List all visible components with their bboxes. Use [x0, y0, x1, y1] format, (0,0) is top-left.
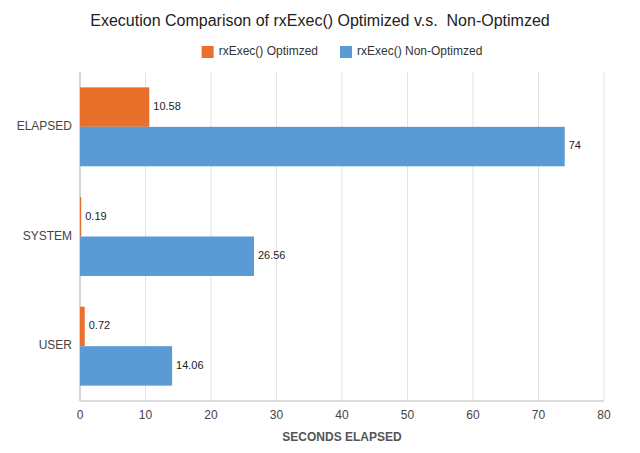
- bar: [80, 237, 254, 276]
- data-label: 26.56: [258, 249, 286, 261]
- data-labels: 10.58 74 0.19 26.56 0.72 14.06: [85, 100, 581, 371]
- data-label: 14.06: [176, 359, 204, 371]
- bar: [80, 307, 85, 346]
- x-axis-line: [80, 401, 604, 402]
- data-label: 0.72: [89, 319, 110, 331]
- x-tick-label: 0: [77, 408, 84, 422]
- grid-line: [604, 72, 605, 401]
- bars: [80, 87, 565, 385]
- x-ticks: 0 10 20 30 40 50 60 70 80: [77, 408, 611, 422]
- legend: rxExec() Optimzed rxExec() Non-Optimzed: [202, 44, 483, 58]
- legend-label: rxExec() Non-Optimzed: [357, 44, 482, 58]
- title: Execution Comparison of rxExec() Optimiz…: [90, 12, 549, 29]
- y-tick-label: USER: [39, 338, 73, 352]
- x-tick-label: 10: [139, 408, 153, 422]
- grid-line: [407, 72, 408, 401]
- data-label: 0.19: [85, 210, 106, 222]
- legend-swatch: [202, 46, 214, 58]
- x-tick-label: 60: [466, 408, 480, 422]
- legend-swatch: [340, 46, 352, 58]
- y-tick-label: ELAPSED: [17, 119, 73, 133]
- grid-line: [473, 72, 474, 401]
- grid-line: [342, 72, 343, 401]
- bar: [80, 127, 565, 166]
- x-tick-label: 70: [532, 408, 546, 422]
- legend-item: rxExec() Optimzed: [202, 44, 318, 58]
- x-tick-label: 80: [597, 408, 611, 422]
- y-ticks: ELAPSED SYSTEM USER: [17, 119, 73, 352]
- legend-item: rxExec() Non-Optimzed: [340, 44, 482, 58]
- chart-svg: Execution Comparison of rxExec() Optimiz…: [0, 0, 640, 453]
- chart-container: Execution Comparison of rxExec() Optimiz…: [0, 0, 640, 453]
- data-label: 74: [569, 139, 581, 151]
- x-tick-label: 50: [401, 408, 415, 422]
- x-axis-label: SECONDS ELAPSED: [282, 430, 402, 444]
- legend-label: rxExec() Optimzed: [219, 44, 318, 58]
- y-tick-label: SYSTEM: [23, 229, 72, 243]
- grid-line: [538, 72, 539, 401]
- x-tick-label: 30: [270, 408, 284, 422]
- grid-line: [276, 72, 277, 401]
- bar: [80, 346, 172, 385]
- bar: [80, 87, 149, 126]
- data-label: 10.58: [153, 100, 181, 112]
- x-tick-label: 20: [204, 408, 218, 422]
- x-tick-label: 40: [335, 408, 349, 422]
- bar: [80, 197, 81, 236]
- grid: [80, 72, 604, 401]
